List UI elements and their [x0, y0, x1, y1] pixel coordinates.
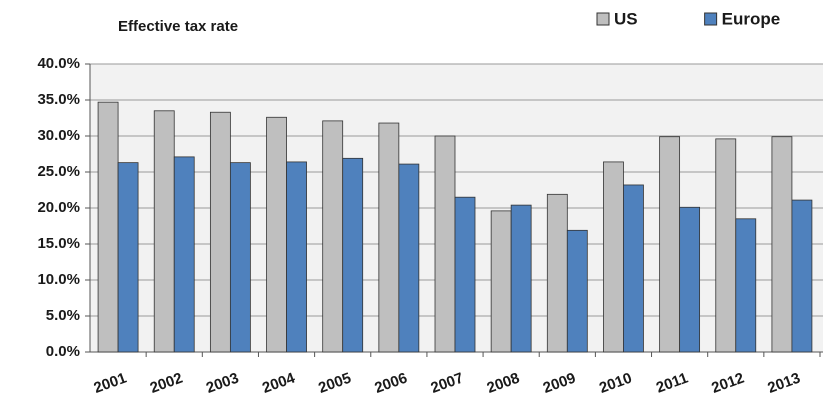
- bar: [510, 204, 532, 353]
- bar: [378, 122, 400, 353]
- bar: [791, 199, 813, 353]
- bar: [490, 210, 512, 353]
- y-tick-label: 40.0%: [37, 55, 80, 72]
- bar: [173, 156, 195, 353]
- x-tick-label: 2012: [709, 370, 746, 397]
- bar: [97, 101, 119, 353]
- x-tick-label: 2002: [148, 370, 185, 397]
- bar: [679, 206, 701, 353]
- x-tick-label: 2010: [597, 370, 634, 397]
- bar: [566, 229, 588, 353]
- bar: [266, 116, 287, 353]
- bar: [434, 135, 456, 353]
- bar: [209, 111, 231, 353]
- bar: [546, 193, 568, 353]
- legend-label: US: [614, 9, 638, 28]
- bar: [623, 184, 644, 353]
- y-tick-label: 15.0%: [37, 235, 80, 252]
- y-tick-label: 35.0%: [37, 91, 80, 108]
- x-tick-label: 2001: [92, 370, 129, 397]
- bar: [735, 218, 757, 353]
- x-tick-label: 2003: [204, 370, 241, 397]
- legend-swatch: [596, 12, 610, 26]
- chart-title: Effective tax rate: [118, 18, 238, 35]
- bar: [229, 162, 251, 353]
- bar: [342, 157, 364, 353]
- x-tick-label: 2006: [372, 370, 409, 397]
- bar: [117, 162, 139, 353]
- bar: [322, 120, 344, 353]
- legend-swatch: [704, 12, 718, 26]
- legend-label: Europe: [722, 9, 781, 28]
- bar: [153, 110, 175, 353]
- x-tick-label: 2005: [316, 370, 353, 397]
- bar: [398, 163, 420, 353]
- y-tick-label: 30.0%: [37, 127, 80, 144]
- x-tick-label: 2009: [541, 370, 578, 397]
- x-tick-label: 2008: [485, 370, 522, 397]
- x-tick-label: 2007: [429, 370, 466, 397]
- y-tick-label: 10.0%: [37, 271, 80, 288]
- bar: [771, 136, 793, 353]
- y-tick-label: 0.0%: [46, 343, 80, 360]
- y-tick-label: 20.0%: [37, 199, 80, 216]
- y-tick-label: 25.0%: [37, 163, 80, 180]
- bar: [659, 136, 681, 353]
- bar: [603, 161, 624, 353]
- x-tick-label: 2004: [260, 369, 298, 397]
- bar: [454, 196, 476, 353]
- bar: [286, 161, 307, 353]
- x-tick-label: 2013: [765, 370, 802, 397]
- y-tick-label: 5.0%: [46, 307, 80, 324]
- x-tick-label: 2011: [654, 370, 690, 397]
- bar: [715, 138, 737, 353]
